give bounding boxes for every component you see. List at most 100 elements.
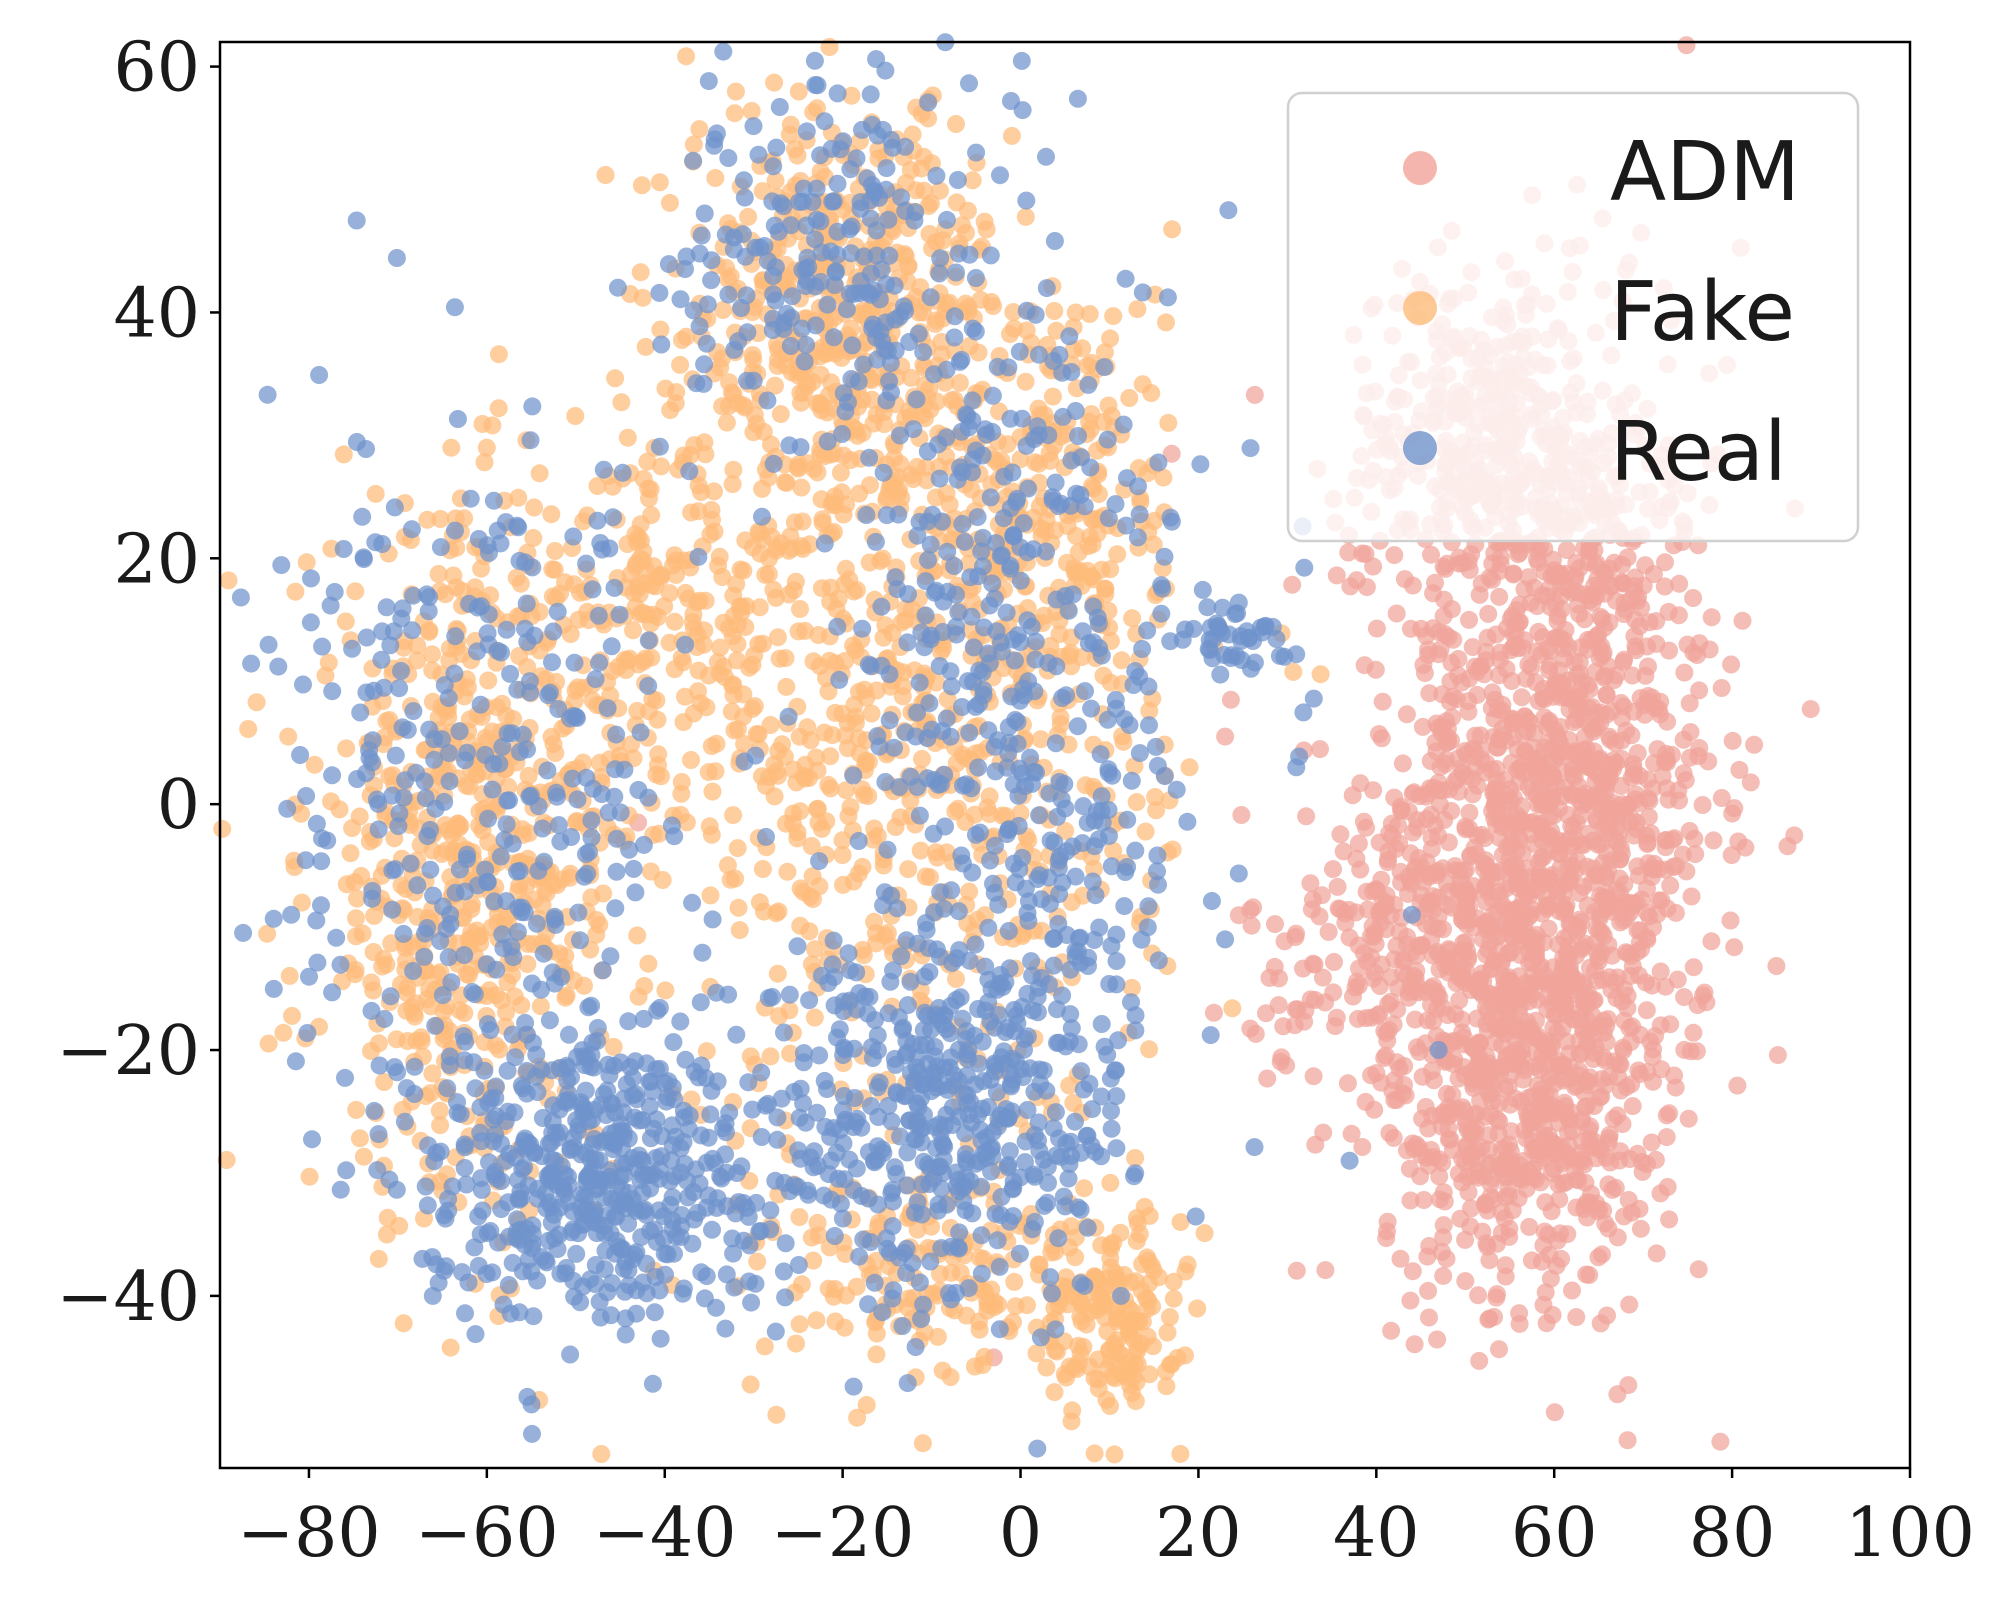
point-fake (684, 704, 703, 723)
point-adm (1519, 655, 1538, 674)
point-adm (1600, 1067, 1619, 1086)
point-fake (821, 592, 840, 611)
point-fake (736, 531, 755, 550)
point-adm (1357, 578, 1376, 597)
point-adm (1637, 1001, 1656, 1020)
point-fake (928, 848, 947, 867)
point-adm (1618, 1431, 1637, 1450)
point-fake (765, 73, 784, 92)
point-fake (477, 438, 496, 457)
point-adm (1294, 959, 1312, 978)
point-adm (1670, 574, 1689, 593)
point-fake (1037, 1358, 1056, 1377)
point-adm (1331, 825, 1350, 844)
point-adm (1581, 1117, 1600, 1136)
point-adm (1546, 1135, 1565, 1154)
point-fake (634, 551, 653, 570)
point-adm (1443, 1140, 1462, 1159)
point-adm (1502, 753, 1521, 772)
point-fake (793, 512, 812, 531)
point-adm (1511, 912, 1530, 930)
point-fake (473, 415, 492, 433)
point-adm (1391, 797, 1410, 816)
point-adm (1570, 1066, 1588, 1085)
point-adm (1287, 1261, 1306, 1280)
point-adm (1257, 1004, 1275, 1023)
point-fake (899, 860, 918, 879)
point-adm (1340, 928, 1359, 947)
point-adm (1509, 1169, 1528, 1188)
point-fake (867, 1345, 886, 1364)
point-fake (682, 503, 701, 522)
point-fake (300, 1167, 319, 1186)
point-fake (350, 1129, 369, 1148)
point-adm (1385, 546, 1404, 565)
point-adm (1392, 873, 1411, 892)
point-adm (1663, 830, 1682, 849)
point-adm (1232, 806, 1251, 824)
point-fake (730, 921, 749, 940)
point-fake (682, 751, 700, 769)
point-adm (1367, 619, 1386, 638)
point-fake (530, 464, 549, 483)
point-adm (1285, 1016, 1304, 1035)
point-adm (1354, 812, 1373, 831)
point-adm (1500, 1227, 1519, 1246)
point-adm (1610, 850, 1629, 869)
point-fake (941, 1368, 960, 1387)
point-fake (1140, 1040, 1159, 1059)
point-fake (701, 886, 720, 905)
point-fake (807, 1311, 826, 1330)
point-adm (1258, 1069, 1277, 1088)
point-adm (1407, 961, 1426, 980)
point-adm (1245, 385, 1264, 404)
point-adm (1607, 666, 1626, 685)
point-adm (1510, 945, 1529, 964)
point-fake (364, 981, 383, 1000)
point-fake (1001, 325, 1019, 344)
point-adm (1475, 1195, 1494, 1214)
point-adm (1557, 1105, 1576, 1124)
point-adm (1630, 794, 1649, 812)
point-adm (1667, 857, 1685, 875)
point-fake (732, 597, 751, 616)
point-fake (412, 1031, 431, 1050)
point-fake (734, 707, 753, 726)
point-adm (1246, 1024, 1265, 1043)
point-fake (1031, 730, 1050, 749)
point-adm (1456, 1272, 1475, 1291)
point-adm (1450, 554, 1469, 573)
point-adm (1557, 1032, 1576, 1051)
point-fake (957, 1306, 976, 1325)
point-fake (792, 478, 811, 497)
point-fake (779, 541, 798, 560)
point-fake (768, 964, 787, 983)
point-fake (871, 552, 890, 570)
point-fake (672, 784, 691, 803)
point-adm (1539, 919, 1558, 938)
point-adm (1437, 712, 1456, 731)
point-fake (874, 628, 893, 647)
point-fake (1043, 387, 1062, 406)
point-adm (1618, 944, 1637, 963)
point-fake (1168, 1348, 1187, 1367)
point-fake (787, 1334, 805, 1353)
point-adm (1622, 726, 1641, 745)
point-adm (1448, 666, 1467, 685)
point-fake (487, 698, 506, 717)
point-adm (1454, 934, 1473, 952)
point-adm (1552, 586, 1571, 605)
point-fake (1176, 1262, 1195, 1281)
point-adm (1682, 887, 1701, 906)
point-fake (702, 737, 721, 756)
point-fake (629, 987, 648, 1006)
point-fake (1089, 485, 1108, 504)
point-adm (1464, 1166, 1483, 1185)
point-adm (1457, 890, 1476, 909)
point-adm (1574, 836, 1593, 854)
point-fake (1163, 840, 1182, 859)
point-fake (525, 498, 544, 517)
point-adm (1618, 999, 1637, 1017)
point-adm (1506, 614, 1525, 633)
point-adm (1436, 755, 1455, 773)
